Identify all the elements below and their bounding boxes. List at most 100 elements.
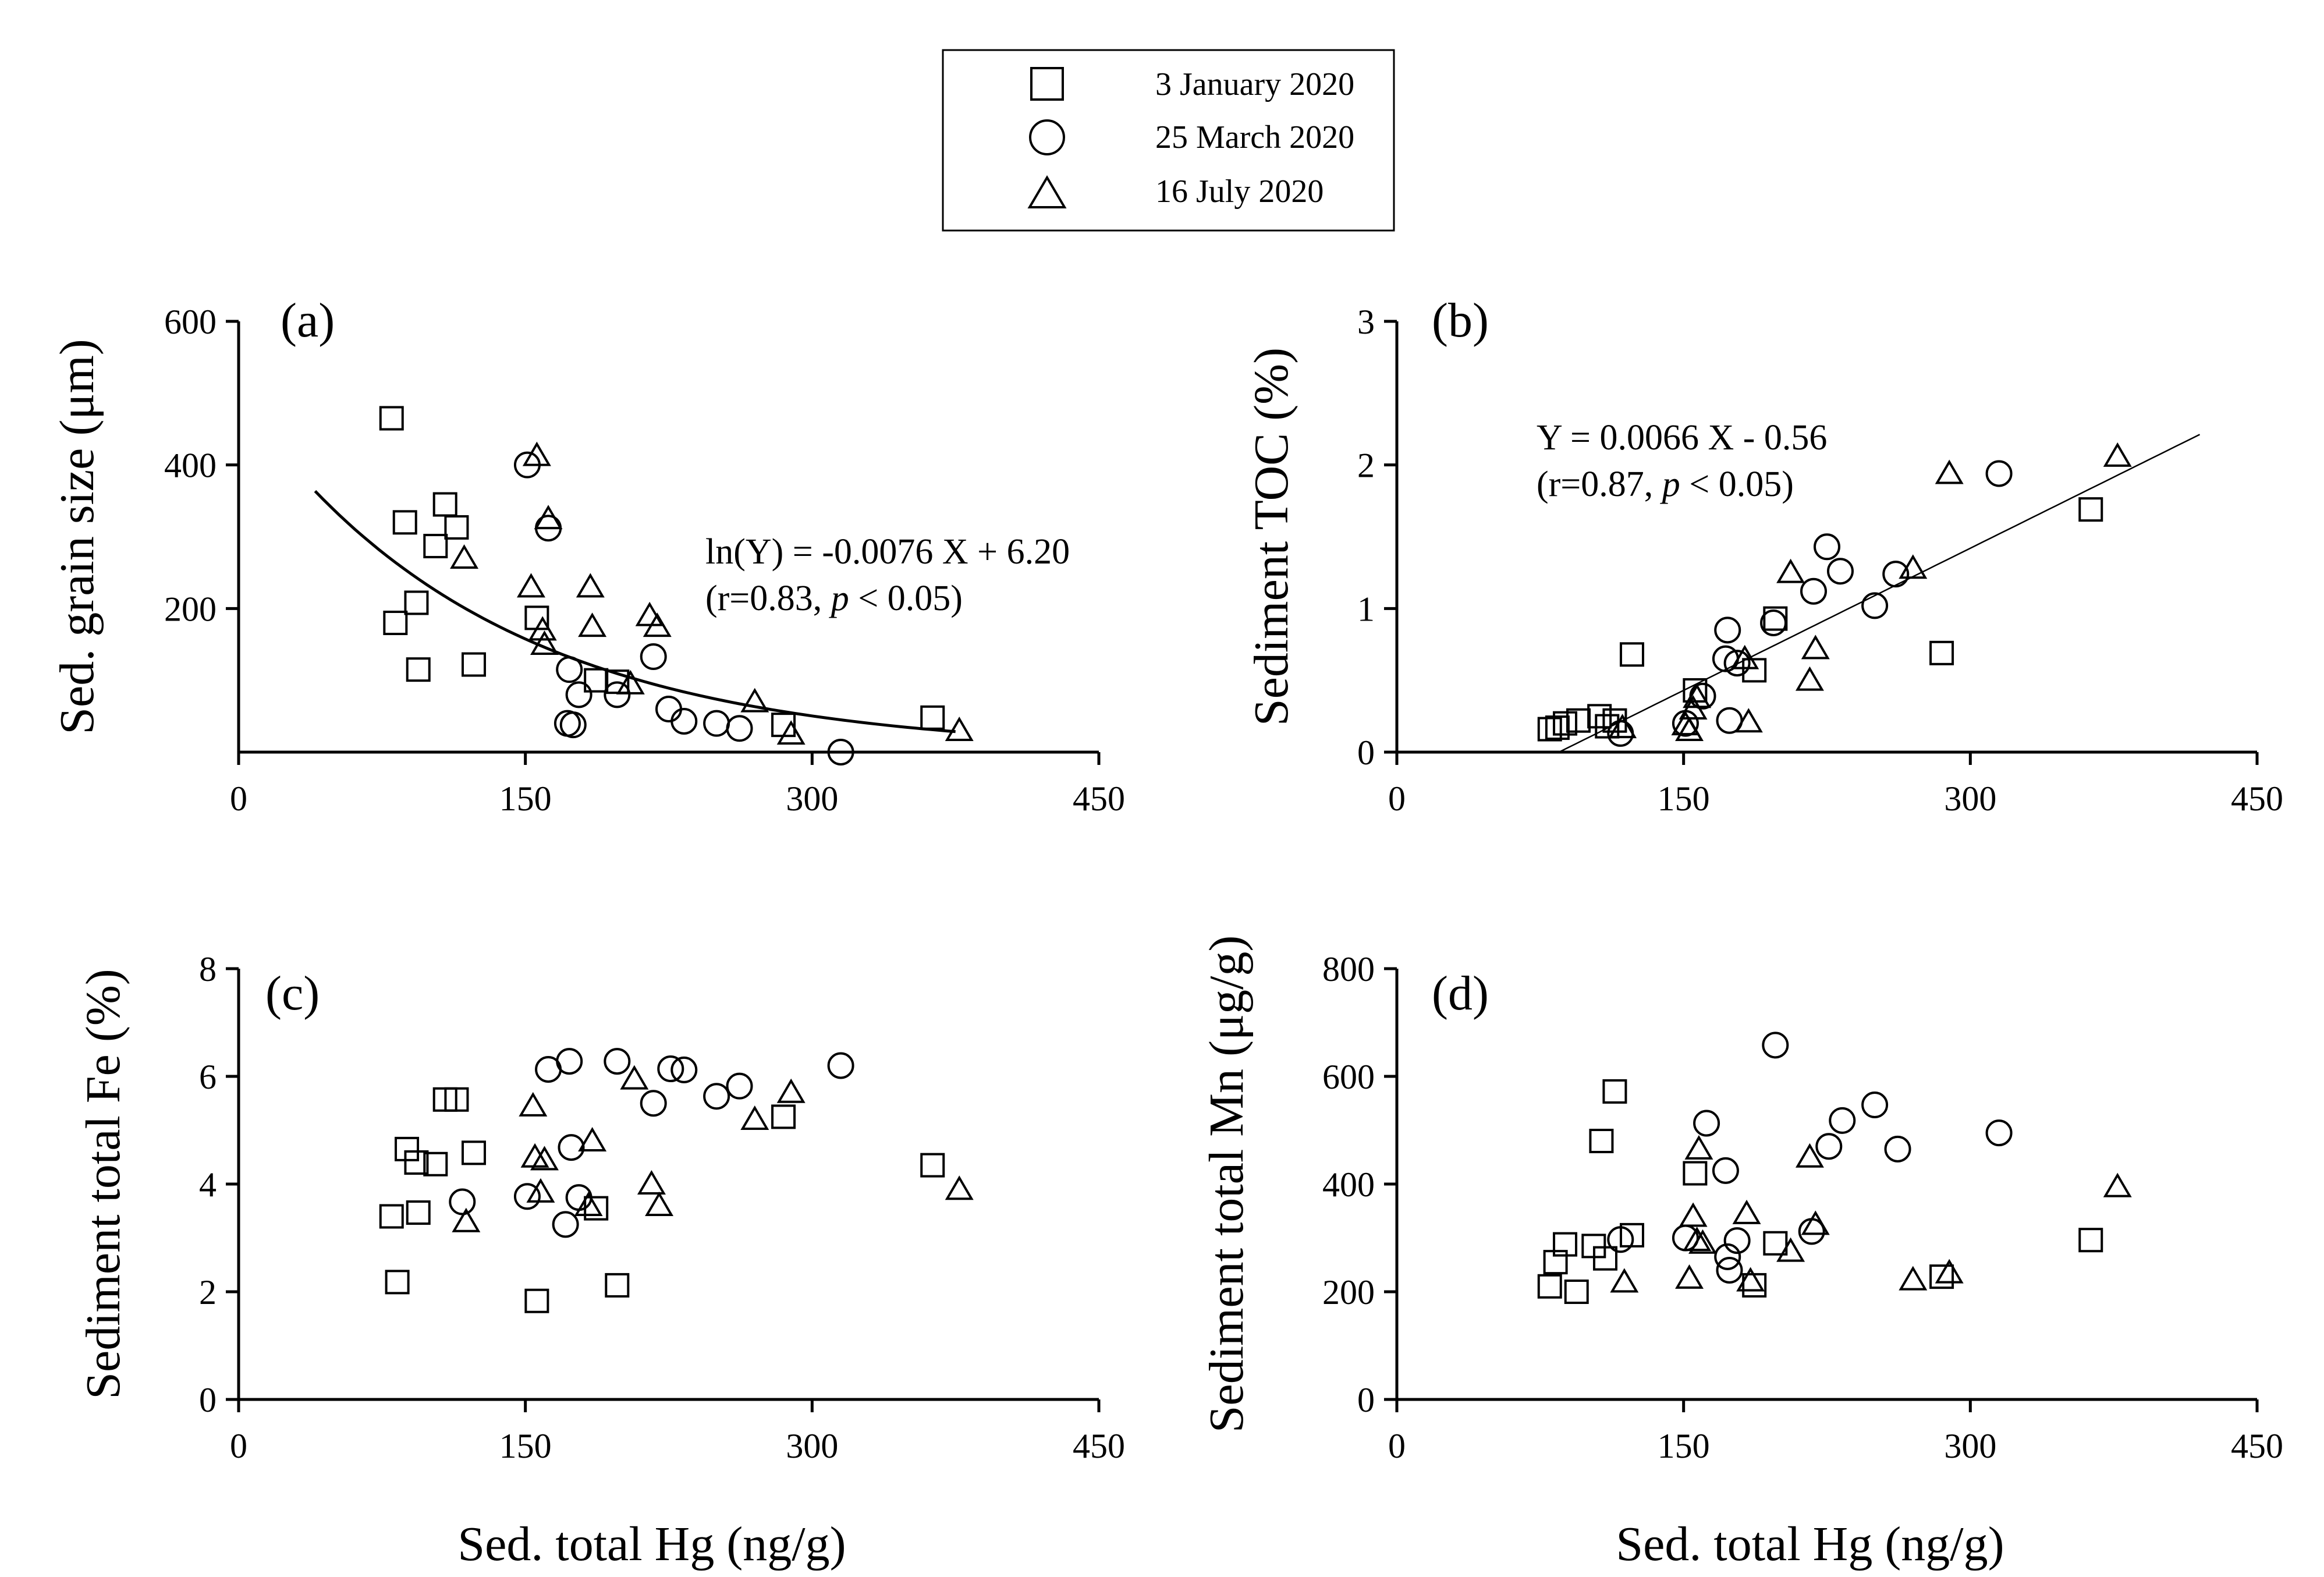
panel-a-point-circle [655,696,682,722]
panel-c-ylabel: Sediment total Fe (%) [76,969,130,1399]
panel-d: 0 200 400 600 800 0 150 300 450 (d) Sediment tot… [1200,935,2283,1571]
panel-b-point-triangle [1801,635,1830,660]
legend-frame [942,49,1395,232]
panel-c-xtick-label: 150 [499,1427,552,1465]
panel-d-point-triangle [1899,1266,1928,1291]
panel-c-ytick-label: 2 [199,1273,217,1312]
panel-a-ylabel: Sed. grain size (μm) [50,339,104,735]
legend-label-july: 16 July 2020 [1155,173,1324,210]
panel-c-point-circle [726,1072,753,1100]
panel-d-point-circle [1723,1227,1751,1254]
panel-a-point-square [379,406,404,431]
panel-c-point-square [461,1140,486,1165]
panel-a-point-triangle [776,720,806,745]
panel-c-point-circle [670,1056,698,1083]
panel-c-point-circle [703,1083,730,1110]
panel-a-point-square [920,705,945,730]
panel-d-xtick-label: 0 [1388,1427,1406,1465]
panel-a-point-triangle [517,573,546,598]
panel-c-point-square [423,1151,448,1176]
panel-a-label: (a) [281,293,335,348]
legend-label-march: 25 March 2020 [1155,119,1354,155]
panel-a-point-circle [640,643,667,670]
legend-marker-square [1030,67,1064,101]
panel-b-ytick-label: 3 [1357,303,1375,341]
panel-d-point-circle [1712,1157,1739,1184]
panel-c-point-circle [640,1090,667,1117]
panel-c-point-triangle [526,1178,555,1203]
panel-d-xtick-label: 300 [1944,1427,1996,1465]
panel-c-point-square [771,1104,796,1129]
panel-d-point-circle [1985,1119,2013,1147]
panel-a-p-rest: < 0.05) [849,579,963,618]
panel-d-point-triangle [1684,1135,1713,1160]
panel-b-point-square [1537,717,1562,742]
panel-a-point-circle [559,711,587,739]
panel-d-point-square [1929,1264,1954,1289]
panel-c-ytick-label: 0 [199,1381,217,1419]
panel-b-point-square [1553,711,1578,736]
panel-d-point-triangle [1688,1229,1717,1254]
panel-b-point-triangle [1730,644,1759,669]
panel-a-xtick-label: 0 [230,779,247,818]
panel-b-point-circle [1723,650,1751,677]
panel-d-point-triangle [1683,1227,1712,1252]
panel-b-point-triangle [2103,442,2132,467]
panel-a-point-triangle [945,717,974,741]
panel-b-ylabel: Sediment TOC (%) [1244,348,1298,726]
panel-b-xtick-label: 0 [1388,779,1406,818]
panel-a-point-triangle [528,616,557,641]
panel-a-point-circle [670,707,698,735]
panel-a-r-text: (r=0.83, [705,579,831,618]
panel-c-ytick-label: 6 [199,1058,217,1096]
panel-c-point-triangle [740,1105,769,1130]
panel-c-point-circle [449,1188,476,1215]
panel-b-point-square [1619,642,1644,667]
panel-d-point-triangle [1776,1237,1805,1262]
panel-b-point-circle [1861,592,1889,619]
panel-b-point-circle [1814,533,1840,561]
panel-a-equation: ln(Y) = -0.0076 X + 6.20 [705,532,1070,572]
panel-c-xtick-label: 0 [230,1427,247,1465]
panel-a-r-value: (r=0.83, p < 0.05) [705,579,963,618]
panel-b-equation: Y = 0.0066 X - 0.56 [1537,418,1827,458]
panel-a-ytick-label: 600 [164,303,217,341]
panel-a-point-square [444,515,469,540]
panel-d-point-triangle [1732,1199,1761,1224]
panel-c-point-square [395,1136,420,1161]
panel-c-point-square [385,1270,410,1295]
panel-c-point-triangle [645,1192,674,1216]
panel-c-point-square [379,1204,404,1229]
panel-a-point-square [392,510,417,535]
panel-b-r-text: (r=0.87, [1537,465,1662,504]
panel-b-xtick-label: 150 [1658,779,1710,818]
panel-a-point-triangle [643,612,672,637]
panel-c-point-square [605,1273,630,1298]
panel-a-ytick-label: 200 [164,590,217,628]
panel-d-point-circle [1693,1110,1720,1137]
panel-b-point-triangle [1776,558,1805,583]
panel-d-point-square [1543,1250,1568,1275]
panel-b-point-triangle [1675,717,1704,741]
panel-d-point-square [1602,1079,1627,1104]
panel-d-point-circle [1762,1032,1789,1059]
panel-d-xtick-label: 450 [2231,1427,2283,1465]
panel-c-label: (c) [265,966,320,1020]
panel-a-point-square [383,611,408,635]
panel-b-r-value: (r=0.87, p < 0.05) [1537,465,1794,504]
panel-a-xtick-label: 150 [499,779,552,818]
panel-b-point-triangle [1608,714,1637,739]
panel-c-point-circle [558,1134,585,1161]
panel-b-p-rest: < 0.05) [1680,465,1794,504]
panel-b-ytick-label: 1 [1357,590,1375,628]
panel-d-point-circle [1829,1107,1856,1134]
panel-b-point-triangle [1899,554,1928,579]
panel-a-point-square [461,652,486,677]
panel-d-ytick-label: 400 [1322,1165,1375,1204]
panel-c: 0 2 4 6 8 0 150 300 450 (c) Sediment total Fe (%… [76,950,1125,1571]
panel-b-point-square [1595,714,1620,739]
panel-a-point-triangle [522,441,551,466]
panel-a-point-triangle [635,601,664,626]
panel-c-point-triangle [452,1207,481,1232]
